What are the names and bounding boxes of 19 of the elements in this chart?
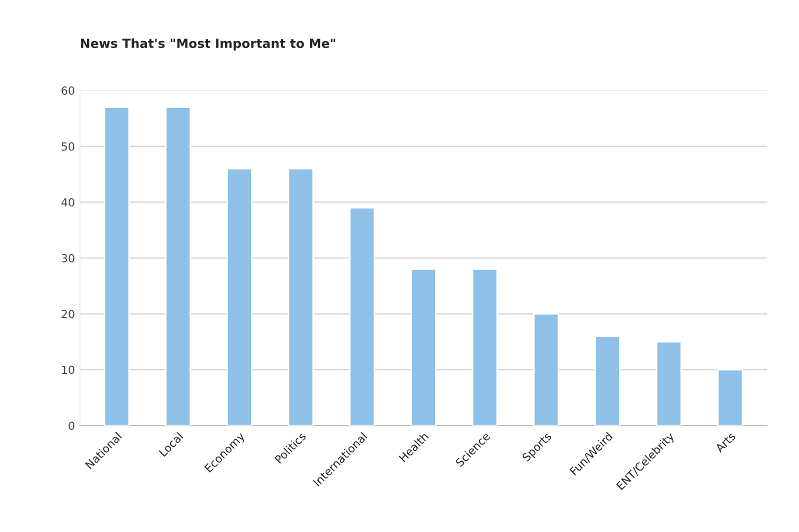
chart-title: News That's "Most Important to Me" (81, 38, 336, 50)
y-tick-label: 10 (62, 366, 74, 374)
y-tick-label: 50 (62, 142, 74, 151)
bar (656, 341, 682, 426)
y-tick-label: 0 (68, 422, 74, 430)
bar (533, 313, 560, 426)
y-tick-label: 40 (61, 198, 74, 207)
y-tick-label: 20 (62, 310, 74, 318)
bar (288, 168, 314, 426)
bar (226, 168, 252, 426)
bar (410, 268, 436, 426)
bar (594, 336, 620, 426)
y-tick-label: 60 (62, 86, 74, 95)
bar (165, 106, 192, 426)
bar (472, 268, 498, 426)
bar (717, 369, 744, 426)
bar (349, 207, 376, 426)
bar (104, 106, 130, 426)
y-tick-label: 30 (62, 254, 74, 262)
